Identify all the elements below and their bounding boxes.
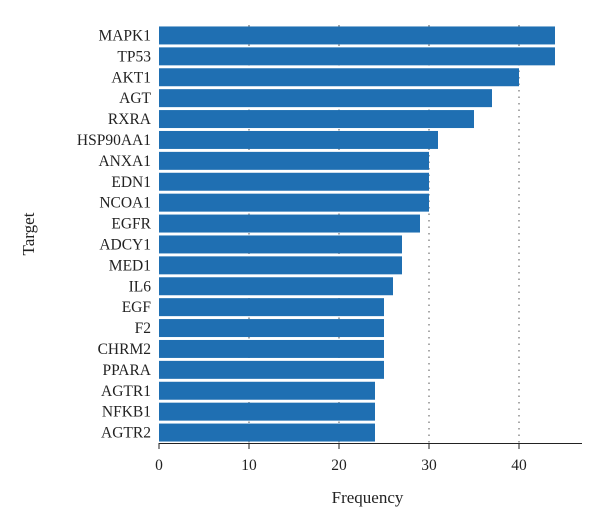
- category-label-tp53: TP53: [117, 48, 151, 65]
- category-label-ppara: PPARA: [102, 362, 151, 379]
- x-tick-label-30: 30: [421, 457, 437, 474]
- bar-tp53: [159, 47, 555, 66]
- bar-il6: [159, 277, 393, 296]
- bar-agtr2: [159, 423, 375, 442]
- x-tick-label-40: 40: [511, 457, 527, 474]
- category-label-med1: MED1: [109, 257, 151, 274]
- x-axis-ticks: 0 10 20 30 40: [155, 443, 527, 474]
- category-label-agtr2: AGTR2: [101, 425, 151, 442]
- category-labels: MAPK1 TP53 AKT1 AGT RXRA HSP90AA1 ANXA1 EDN1 NCO…: [77, 27, 152, 441]
- category-label-ncoa1: NCOA1: [99, 195, 151, 212]
- bar-nfkb1: [159, 402, 375, 421]
- bar-egfr: [159, 214, 420, 233]
- category-label-agtr1: AGTR1: [101, 383, 151, 400]
- bar-ncoa1: [159, 193, 429, 212]
- category-label-anxa1: ANXA1: [98, 153, 151, 170]
- category-label-mapk1: MAPK1: [98, 27, 151, 44]
- bar-egf: [159, 298, 384, 317]
- grid-lines: [248, 25, 520, 443]
- bars: [159, 26, 555, 442]
- x-tick-label-10: 10: [241, 457, 257, 474]
- category-label-egfr: EGFR: [111, 216, 151, 233]
- x-tick-label-0: 0: [155, 457, 163, 474]
- x-axis-title: Frequency: [332, 488, 404, 507]
- bar-ppara: [159, 360, 384, 379]
- bar-f2: [159, 319, 384, 338]
- category-label-chrm2: CHRM2: [98, 341, 151, 358]
- bar-hsp90aa1: [159, 130, 438, 149]
- category-label-egf: EGF: [122, 299, 152, 316]
- category-label-rxra: RXRA: [108, 111, 152, 128]
- bar-anxa1: [159, 151, 429, 170]
- bar-mapk1: [159, 26, 555, 45]
- bar-agtr1: [159, 381, 375, 400]
- bar-edn1: [159, 172, 429, 191]
- x-tick-label-20: 20: [331, 457, 347, 474]
- category-label-nfkb1: NFKB1: [102, 404, 151, 421]
- bar-akt1: [159, 68, 519, 87]
- bar-chrm2: [159, 339, 384, 358]
- category-label-akt1: AKT1: [111, 69, 151, 86]
- bar-adcy1: [159, 235, 402, 254]
- category-label-agt: AGT: [119, 90, 151, 107]
- category-label-f2: F2: [135, 320, 151, 337]
- category-label-edn1: EDN1: [111, 174, 151, 191]
- bar-rxra: [159, 110, 474, 129]
- category-label-hsp90aa1: HSP90AA1: [77, 132, 151, 149]
- y-axis-title: Target: [19, 212, 38, 255]
- bar-med1: [159, 256, 402, 275]
- category-label-il6: IL6: [129, 278, 152, 295]
- category-label-adcy1: ADCY1: [99, 236, 151, 253]
- bar-agt: [159, 89, 492, 108]
